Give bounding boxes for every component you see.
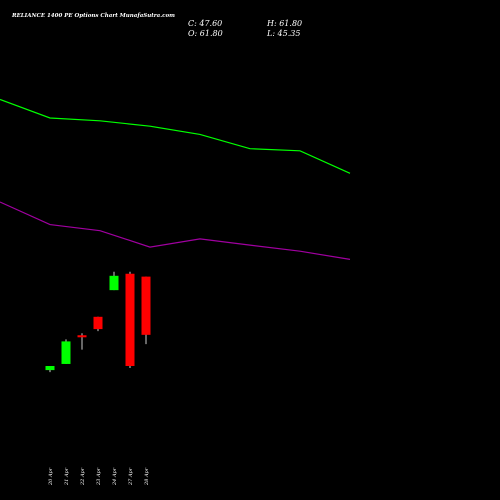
candle xyxy=(77,333,87,350)
x-tick-label: 24 Apr xyxy=(112,467,118,486)
candle-body xyxy=(141,276,151,335)
x-tick-label: 27 Apr xyxy=(128,467,134,486)
x-tick-label: 28 Apr xyxy=(144,467,150,486)
candle xyxy=(125,271,135,369)
candles-layer xyxy=(45,271,151,373)
x-tick-label: 23 Apr xyxy=(96,467,102,486)
high-value: H: 61.80 xyxy=(266,19,302,28)
x-tick-label: 20 Apr xyxy=(48,467,54,486)
chart-title: RELIANCE 1400 PE Options Chart MunafaSut… xyxy=(11,13,175,19)
candle xyxy=(93,316,103,332)
candle-body xyxy=(77,335,87,338)
open-value: O: 61.80 xyxy=(188,29,223,38)
lower-band-line xyxy=(0,201,351,260)
x-axis-ticks: 20 Apr 21 Apr 22 Apr 23 Apr 24 Apr 27 Apr 28 A… xyxy=(48,467,150,486)
candle xyxy=(109,271,119,291)
bands-layer xyxy=(0,98,351,260)
candle xyxy=(61,339,71,364)
candle-body xyxy=(61,341,71,364)
candle-body xyxy=(45,366,55,371)
x-tick-label: 22 Apr xyxy=(80,467,86,486)
candle-body xyxy=(109,275,119,291)
upper-band-line xyxy=(0,98,351,174)
low-value: L: 45.35 xyxy=(266,29,300,38)
x-tick-label: 21 Apr xyxy=(64,467,70,486)
candle xyxy=(45,366,55,373)
candle xyxy=(141,276,151,345)
close-value: C: 47.60 xyxy=(188,19,222,28)
candle-body xyxy=(125,273,135,366)
candle-body xyxy=(93,316,103,330)
